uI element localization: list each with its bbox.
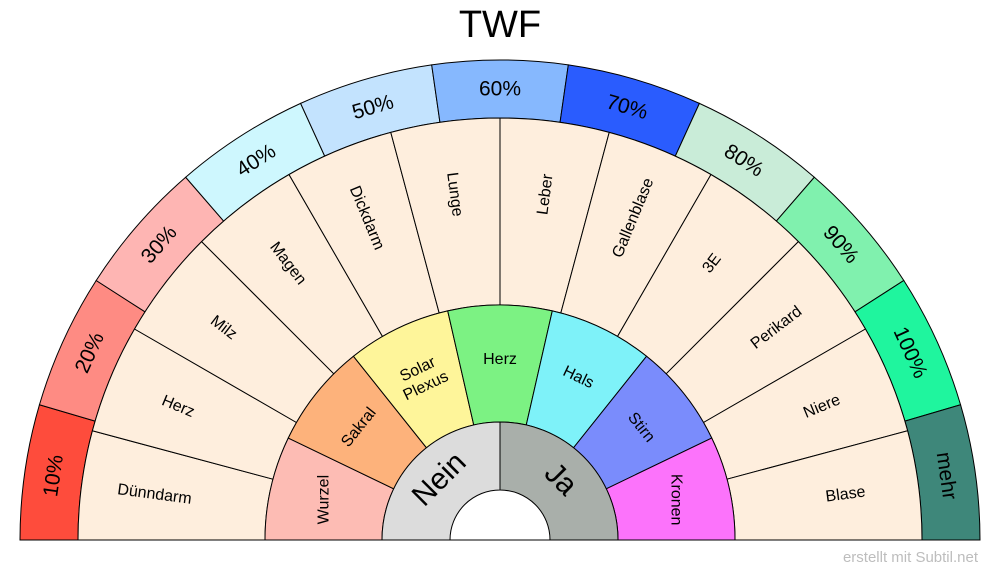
- percent-label: 60%: [479, 78, 521, 101]
- ja-segment: [499, 421, 619, 541]
- organ-label: Lunge: [443, 171, 466, 217]
- chakra-label: Kronen: [667, 474, 684, 526]
- nein-segment: [381, 421, 501, 541]
- organ-label: Blase: [825, 483, 867, 505]
- chart-title: TWF: [458, 4, 542, 46]
- chakra-label: Wurzel: [316, 475, 333, 524]
- footer-credit: erstellt mit Subtil.net: [842, 549, 978, 566]
- chakra-label: Herz: [483, 351, 517, 368]
- organ-label: Leber: [534, 172, 556, 215]
